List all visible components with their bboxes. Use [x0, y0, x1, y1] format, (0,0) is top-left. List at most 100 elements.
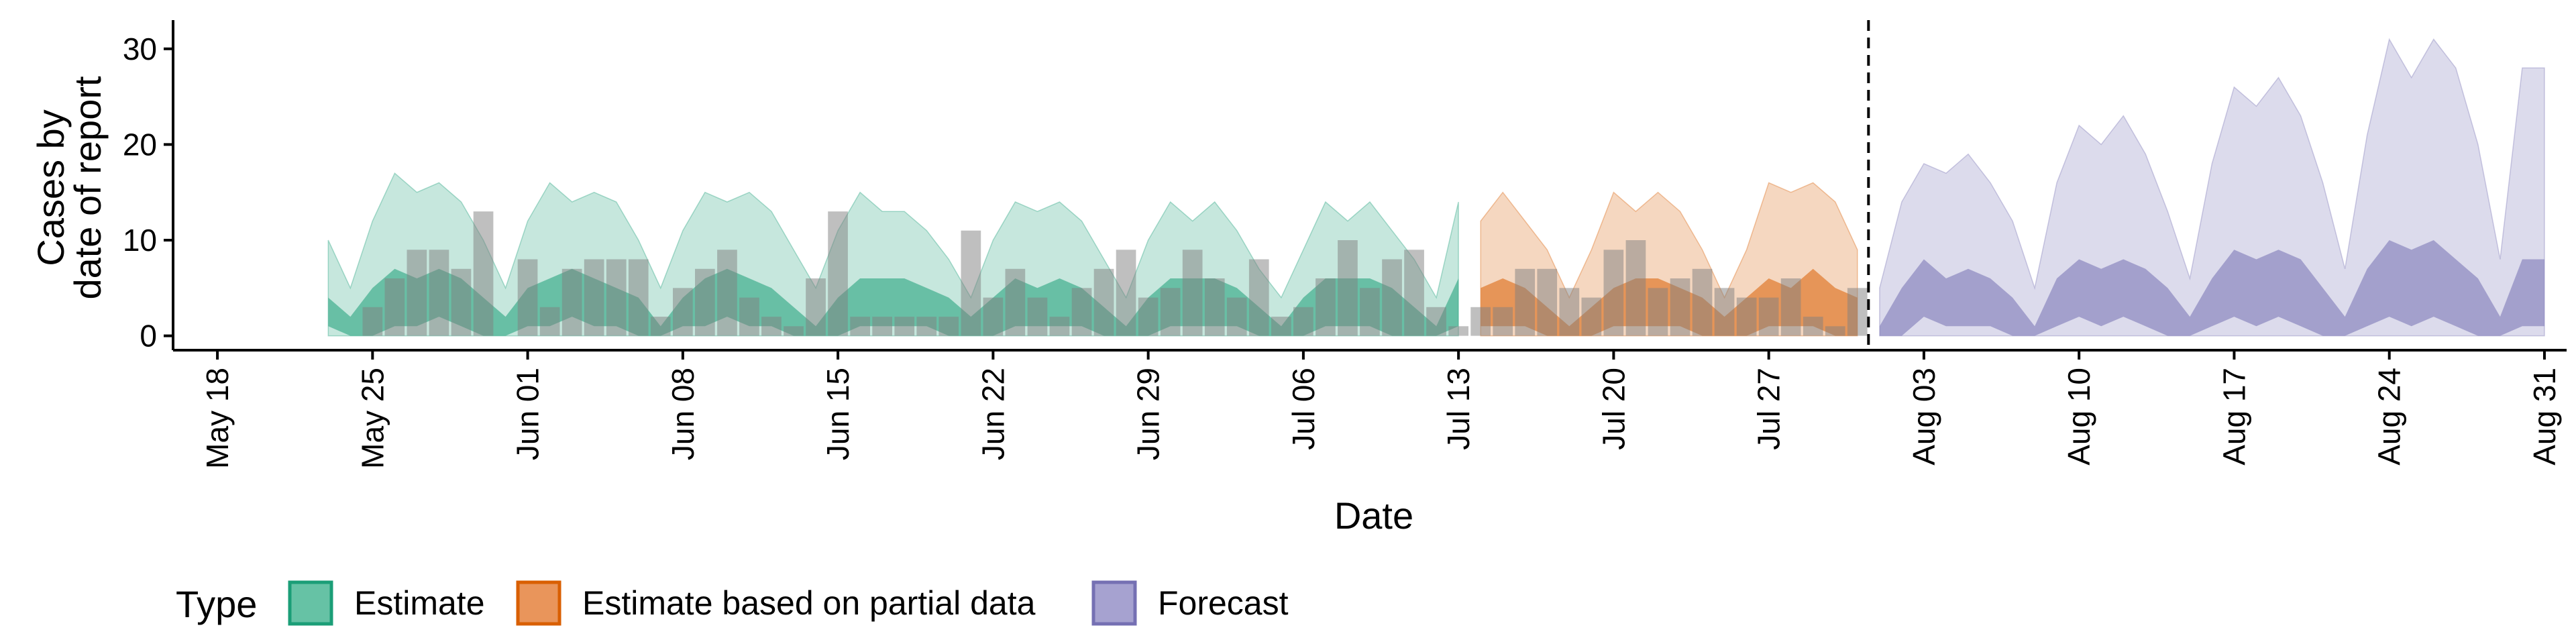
- x-tick-label: Aug 17: [2216, 368, 2251, 466]
- case-bar: [673, 288, 693, 336]
- case-bar: [1470, 307, 1491, 336]
- case-bar: [1493, 307, 1513, 336]
- case-bar: [1093, 268, 1114, 336]
- case-bar: [1049, 317, 1070, 336]
- case-bar: [1338, 240, 1358, 336]
- x-tick-label: May 18: [200, 368, 235, 469]
- x-tick-label: Jun 22: [975, 368, 1010, 460]
- case-bar: [1071, 288, 1092, 336]
- case-bar: [407, 250, 427, 336]
- case-bar: [806, 278, 826, 336]
- case-bar: [1625, 240, 1646, 336]
- case-bar: [606, 259, 627, 336]
- case-bar: [938, 317, 959, 336]
- case-bar: [1027, 297, 1048, 336]
- plot-bars: [362, 211, 1868, 336]
- legend: Type Estimate Estimate based on partial …: [176, 580, 1289, 626]
- case-bar: [1714, 288, 1735, 336]
- case-bar: [894, 317, 915, 336]
- case-bar: [872, 317, 892, 336]
- case-bar: [1293, 307, 1313, 336]
- case-bar: [717, 250, 737, 336]
- band-inner-forecast: [1879, 240, 2544, 336]
- plot-areas: [327, 38, 2545, 337]
- legend-label-forecast: Forecast: [1158, 584, 1289, 622]
- case-bar: [628, 259, 649, 336]
- case-bar: [429, 250, 449, 336]
- y-tick-label: 0: [140, 319, 157, 354]
- x-tick-label: Jun 29: [1131, 368, 1166, 460]
- x-tick-label: Jul 13: [1441, 368, 1476, 450]
- y-axis-title-line-1: Cases by: [30, 109, 72, 266]
- case-bar: [1559, 288, 1580, 336]
- case-bar: [1648, 288, 1668, 336]
- case-bar: [1005, 268, 1026, 336]
- legend-swatch-estimate: [288, 580, 333, 626]
- case-bar: [1204, 278, 1225, 336]
- case-bar: [584, 259, 604, 336]
- case-bar: [517, 259, 538, 336]
- case-bar: [828, 211, 848, 336]
- x-tick-label: Aug 03: [1907, 368, 1941, 466]
- axes: 0 10 20 30 May 18 May 25 Jun 01 Jun 08 Jun 15 Jun…: [123, 20, 2567, 469]
- case-bar: [1515, 268, 1536, 336]
- x-tick-label: Aug 10: [2061, 368, 2096, 466]
- legend-label-estimate: Estimate: [354, 584, 485, 622]
- case-bar: [739, 297, 759, 336]
- case-bar: [1581, 297, 1602, 336]
- case-bar: [1847, 288, 1868, 336]
- case-bar: [384, 278, 405, 336]
- case-bar: [695, 268, 715, 336]
- case-bar: [1248, 259, 1269, 336]
- case-bar: [1692, 268, 1713, 336]
- case-bar: [1182, 250, 1203, 336]
- case-bar: [451, 268, 472, 336]
- x-tick-label: Jul 06: [1286, 368, 1321, 450]
- x-tick-label: Jun 08: [665, 368, 700, 460]
- case-bar: [761, 317, 782, 336]
- case-bar: [1360, 288, 1380, 336]
- case-bar: [1404, 250, 1424, 336]
- case-bar: [539, 307, 560, 336]
- case-bar: [1160, 288, 1181, 336]
- case-bar: [1825, 326, 1845, 336]
- case-bar: [1448, 326, 1468, 336]
- x-tick-label: Aug 31: [2527, 368, 2562, 466]
- legend-title: Type: [176, 583, 257, 625]
- case-bar: [961, 230, 981, 336]
- y-axis-title-line-2: date of report: [66, 76, 109, 300]
- case-bar: [1736, 297, 1757, 336]
- case-bar: [850, 317, 870, 336]
- case-bar: [1271, 317, 1291, 336]
- case-bar: [362, 307, 383, 336]
- y-tick-label: 20: [123, 127, 157, 162]
- case-bar: [1803, 317, 1823, 336]
- case-bar: [1316, 278, 1336, 336]
- x-tick-label: May 25: [355, 368, 390, 469]
- case-bar: [1426, 307, 1446, 336]
- case-bar: [1226, 297, 1247, 336]
- legend-swatch-forecast: [1091, 580, 1137, 626]
- x-tick-label: Jun 01: [511, 368, 545, 460]
- case-bar: [1138, 297, 1159, 336]
- case-bar: [650, 317, 671, 336]
- x-tick-label: Jul 27: [1752, 368, 1786, 450]
- case-bar: [473, 211, 494, 336]
- y-tick-label: 30: [123, 32, 157, 66]
- case-bar: [1603, 250, 1624, 336]
- case-bar: [1670, 278, 1690, 336]
- x-axis-title: Date: [1334, 494, 1413, 537]
- case-bar: [784, 326, 804, 336]
- case-bar: [1780, 278, 1801, 336]
- case-bar: [1758, 297, 1779, 336]
- case-bar: [916, 317, 937, 336]
- legend-label-partial: Estimate based on partial data: [582, 584, 1036, 622]
- x-tick-label: Jul 20: [1596, 368, 1631, 450]
- case-bar: [983, 297, 1004, 336]
- case-bar: [1116, 250, 1136, 336]
- case-bar: [1382, 259, 1402, 336]
- legend-swatch-partial: [516, 580, 561, 626]
- case-bar: [1537, 268, 1558, 336]
- y-tick-label: 10: [123, 223, 157, 258]
